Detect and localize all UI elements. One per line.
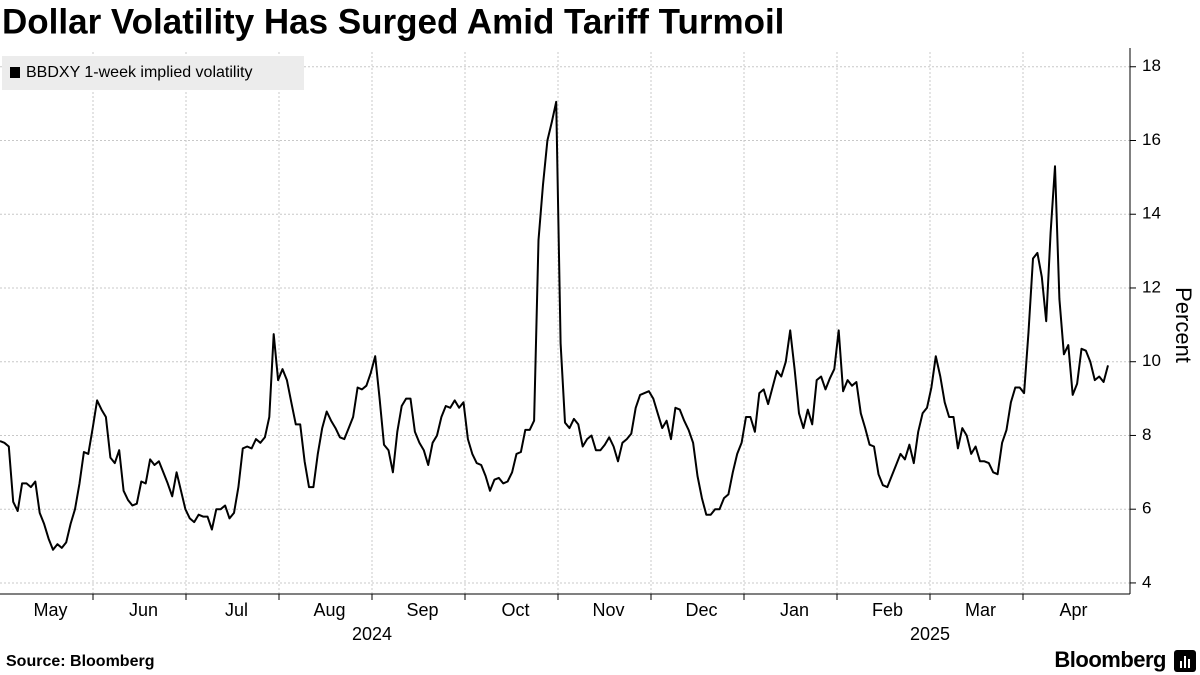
x-tick-label: Apr	[1059, 600, 1087, 620]
y-tick-label: 12	[1142, 277, 1161, 296]
legend: BBDXY 1-week implied volatility	[2, 56, 304, 90]
x-tick-label: Nov	[592, 600, 624, 620]
y-tick-label: 6	[1142, 499, 1151, 518]
x-tick-label: May	[33, 600, 67, 620]
x-tick-label: Dec	[685, 600, 717, 620]
y-tick-label: 4	[1142, 572, 1151, 591]
y-tick-label: 14	[1142, 204, 1161, 223]
x-tick-label: Jun	[129, 600, 158, 620]
year-label: 2025	[910, 624, 950, 644]
y-tick-label: 10	[1142, 351, 1161, 370]
x-tick-label: Jan	[780, 600, 809, 620]
y-axis-label: Percent	[1171, 287, 1196, 363]
source: Source: Bloomberg	[6, 653, 154, 670]
legend-swatch	[10, 67, 20, 78]
x-tick-label: Jul	[225, 600, 248, 620]
x-tick-label: Sep	[406, 600, 438, 620]
y-tick-label: 8	[1142, 425, 1151, 444]
brand: Bloomberg	[1054, 647, 1166, 672]
x-tick-label: Mar	[965, 600, 996, 620]
legend-box	[2, 56, 304, 90]
brand-icon-bar	[1188, 659, 1190, 668]
y-tick-label: 16	[1142, 130, 1161, 149]
x-tick-label: Oct	[501, 600, 529, 620]
y-tick-label: 18	[1142, 56, 1161, 75]
x-tick-label: Feb	[872, 600, 903, 620]
x-tick-label: Aug	[313, 600, 345, 620]
chart-title: Dollar Volatility Has Surged Amid Tariff…	[2, 2, 784, 41]
brand-icon-bar	[1184, 656, 1186, 668]
series-line	[0, 100, 1109, 551]
brand-icon-bar	[1180, 661, 1182, 668]
year-label: 2024	[352, 624, 392, 644]
legend-label: BBDXY 1-week implied volatility	[26, 64, 252, 81]
